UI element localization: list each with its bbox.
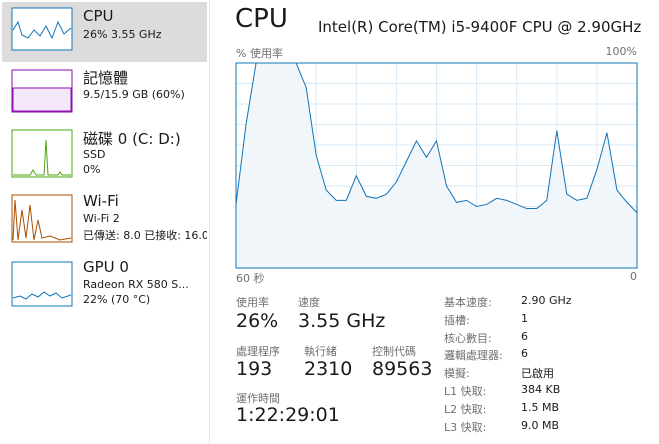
- gpu-mini: [11, 261, 73, 307]
- item-detail: 26% 3.55 GHz: [83, 28, 162, 41]
- stat-label: 速度: [298, 296, 320, 309]
- spec-label: 插槽:: [444, 313, 470, 327]
- item-detail: Wi-Fi 2: [83, 212, 120, 225]
- spec-label: L1 快取:: [444, 385, 487, 398]
- stat-value: 26%: [236, 310, 279, 332]
- stat-value: 89563: [372, 358, 433, 380]
- stat-label: 控制代碼: [372, 345, 416, 358]
- divider: [209, 0, 210, 444]
- item-title: GPU 0: [83, 258, 129, 276]
- spec-label: 邏輯處理器:: [444, 349, 503, 363]
- uptime-value: 1:22:29:01: [236, 404, 340, 426]
- graph-border: [235, 62, 638, 269]
- disk-mini-line: [13, 139, 71, 176]
- item-title: 磁碟 0 (C: D:): [83, 130, 181, 148]
- item-title: Wi-Fi: [83, 192, 119, 210]
- spec-value: 1.5 MB: [521, 400, 560, 414]
- graph-bg: [236, 63, 637, 268]
- spec-label: L2 快取:: [444, 402, 487, 416]
- spec-value: 6: [521, 347, 528, 361]
- spec-value: 已啟用: [521, 367, 554, 381]
- item-detail: SSD: [83, 148, 106, 161]
- page-title: CPU: [235, 4, 288, 34]
- spec-label: 核心數目:: [444, 331, 492, 345]
- mem-mini-fill: [12, 87, 72, 112]
- spec-value: 2.90 GHz: [521, 294, 572, 307]
- spec-value: 6: [521, 329, 528, 343]
- uptime-label: 運作時間: [236, 392, 280, 405]
- item-detail: 9.5/15.9 GB (60%): [83, 88, 185, 101]
- disk-mini: [11, 129, 73, 178]
- spec-value: 9.0 MB: [521, 418, 560, 432]
- stat-value: 193: [236, 358, 273, 380]
- item-detail: Radeon RX 580 S...: [83, 278, 189, 291]
- item-detail: 22% (70 °C): [83, 293, 151, 306]
- wifi-mini-line: [12, 199, 72, 241]
- spec-label: L3 快取:: [444, 420, 487, 434]
- stat-label: 使用率: [236, 296, 269, 309]
- stat-value: 3.55 GHz: [298, 310, 386, 332]
- cpu-mini-line: [12, 20, 72, 40]
- stat-label: 處理程序: [236, 345, 280, 358]
- item-title: CPU: [83, 7, 114, 25]
- item-detail: 已傳送: 8.0 已接收: 16.0: [83, 229, 207, 242]
- stat-label: 執行緒: [304, 345, 337, 358]
- usage-area: [236, 63, 637, 268]
- wifi-mini: [11, 194, 73, 243]
- item-detail: 0%: [83, 163, 101, 176]
- y-label: % 使用率: [236, 47, 283, 60]
- spec-value: 384 KB: [521, 383, 561, 396]
- processor-name: Intel(R) Core(TM) i5-9400F CPU @ 2.90GHz: [318, 18, 642, 36]
- stat-value: 2310: [304, 358, 353, 380]
- x-start-label: 60 秒: [236, 272, 265, 285]
- cpu-mini: [11, 7, 73, 51]
- usage-line: [235, 62, 638, 213]
- item-title: 記憶體: [83, 69, 129, 87]
- gpu-mini-line: [12, 291, 72, 300]
- spec-label: 基本速度:: [444, 296, 492, 309]
- x-end-label: 0: [630, 270, 637, 283]
- spec-value: 1: [521, 311, 528, 325]
- y-max-label: 100%: [605, 45, 637, 58]
- sidebar: CPU 26% 3.55 GHz 記憶體 9.5/15.9 GB (60%) 磁…: [0, 0, 207, 444]
- spec-label: 模擬:: [444, 367, 470, 381]
- mini-graphs: [11, 7, 73, 307]
